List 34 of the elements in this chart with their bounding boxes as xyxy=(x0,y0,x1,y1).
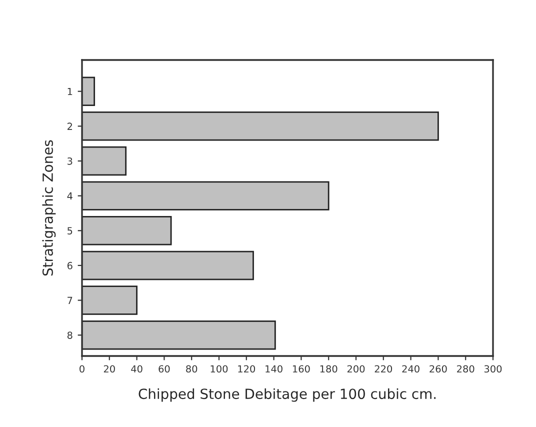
x-tick-label: 120 xyxy=(238,365,256,373)
y-tick-label: 6 xyxy=(67,262,72,270)
x-axis-title: Chipped Stone Debitage per 100 cubic cm. xyxy=(138,388,436,402)
y-tick-label: 1 xyxy=(68,88,72,96)
x-tick-label: 280 xyxy=(457,365,474,373)
x-tick-label: 200 xyxy=(347,365,365,373)
x-tick-label: 220 xyxy=(374,365,392,373)
y-tick-label: 2 xyxy=(68,122,72,130)
bar xyxy=(82,216,172,246)
x-tick-label: 240 xyxy=(402,365,420,373)
x-tick-label: 0 xyxy=(80,365,84,373)
x-tick-label: 60 xyxy=(158,365,170,373)
y-tick-label: 5 xyxy=(68,227,72,234)
x-tick-label: 160 xyxy=(292,365,310,373)
x-tick-label: 40 xyxy=(131,365,142,373)
y-tick-label: 4 xyxy=(67,192,72,200)
x-tick-label: 260 xyxy=(430,365,447,373)
x-tick-label: 300 xyxy=(484,365,502,373)
x-tick-label: 100 xyxy=(210,365,228,373)
bar xyxy=(82,112,439,141)
x-tick-label: 20 xyxy=(104,365,115,373)
y-tick-label: 8 xyxy=(67,332,72,339)
bar xyxy=(82,76,96,106)
y-tick-label: 7 xyxy=(68,296,72,304)
x-tick-label: 140 xyxy=(266,365,282,373)
y-axis-title: Stratigraphic Zones xyxy=(42,140,56,276)
x-tick-label: 80 xyxy=(186,365,198,373)
x-tick-label: 180 xyxy=(320,365,338,373)
bar xyxy=(82,320,276,350)
bar xyxy=(82,250,254,280)
y-tick-label: 3 xyxy=(68,157,72,165)
bar xyxy=(82,181,330,210)
bar xyxy=(82,286,138,315)
bar xyxy=(82,146,127,176)
